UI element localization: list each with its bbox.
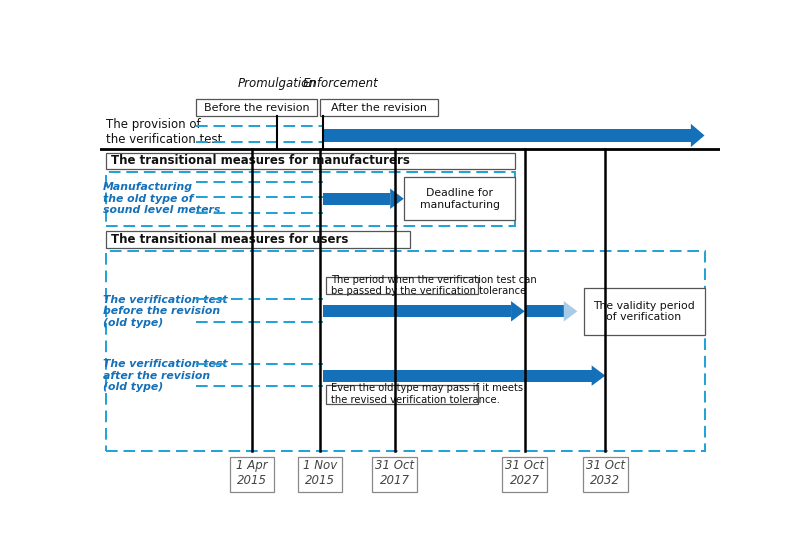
- Polygon shape: [323, 370, 592, 382]
- Text: The period when the verification test can
be passed by the verification toleranc: The period when the verification test ca…: [331, 275, 537, 296]
- Polygon shape: [511, 301, 525, 321]
- Text: Before the revision: Before the revision: [204, 102, 310, 113]
- Text: The transitional measures for users: The transitional measures for users: [111, 233, 349, 246]
- Text: After the revision: After the revision: [331, 102, 427, 113]
- Polygon shape: [326, 277, 478, 294]
- Text: Manufacturing
the old type of
sound level meters: Manufacturing the old type of sound leve…: [103, 182, 221, 216]
- Polygon shape: [106, 153, 515, 169]
- Polygon shape: [372, 457, 417, 492]
- Polygon shape: [298, 457, 342, 492]
- Text: Promulgation: Promulgation: [238, 77, 316, 90]
- Text: 1 Nov
2015: 1 Nov 2015: [303, 458, 338, 487]
- Polygon shape: [592, 365, 606, 386]
- Polygon shape: [230, 457, 274, 492]
- Text: 1 Apr
2015: 1 Apr 2015: [236, 458, 268, 487]
- Text: 31 Oct
2032: 31 Oct 2032: [586, 458, 625, 487]
- Polygon shape: [583, 457, 628, 492]
- Text: 31 Oct
2017: 31 Oct 2017: [375, 458, 414, 487]
- Polygon shape: [390, 188, 404, 209]
- Text: The provision of
the verification test: The provision of the verification test: [106, 118, 222, 146]
- Text: The validity period
of verification: The validity period of verification: [593, 301, 695, 322]
- Polygon shape: [584, 288, 705, 335]
- Polygon shape: [404, 177, 515, 221]
- Text: Deadline for
manufacturing: Deadline for manufacturing: [420, 188, 499, 209]
- Polygon shape: [323, 305, 511, 317]
- Polygon shape: [323, 193, 390, 205]
- Text: 31 Oct
2027: 31 Oct 2027: [505, 458, 544, 487]
- Polygon shape: [323, 129, 691, 143]
- Text: The transitional measures for manufacturers: The transitional measures for manufactur…: [111, 154, 410, 167]
- Text: The verification test
before the revision
(old type): The verification test before the revisio…: [103, 295, 228, 328]
- Polygon shape: [502, 457, 547, 492]
- Polygon shape: [106, 231, 410, 248]
- Polygon shape: [525, 305, 564, 317]
- Text: The verification test
after the revision
(old type): The verification test after the revision…: [103, 359, 228, 392]
- Polygon shape: [326, 385, 478, 403]
- Polygon shape: [564, 301, 578, 321]
- Polygon shape: [196, 99, 317, 116]
- Text: Even the old type may pass if it meets
the revised verification tolerance.: Even the old type may pass if it meets t…: [331, 384, 523, 405]
- Polygon shape: [691, 124, 705, 147]
- Text: Enforcement: Enforcement: [302, 77, 378, 90]
- Polygon shape: [320, 99, 438, 116]
